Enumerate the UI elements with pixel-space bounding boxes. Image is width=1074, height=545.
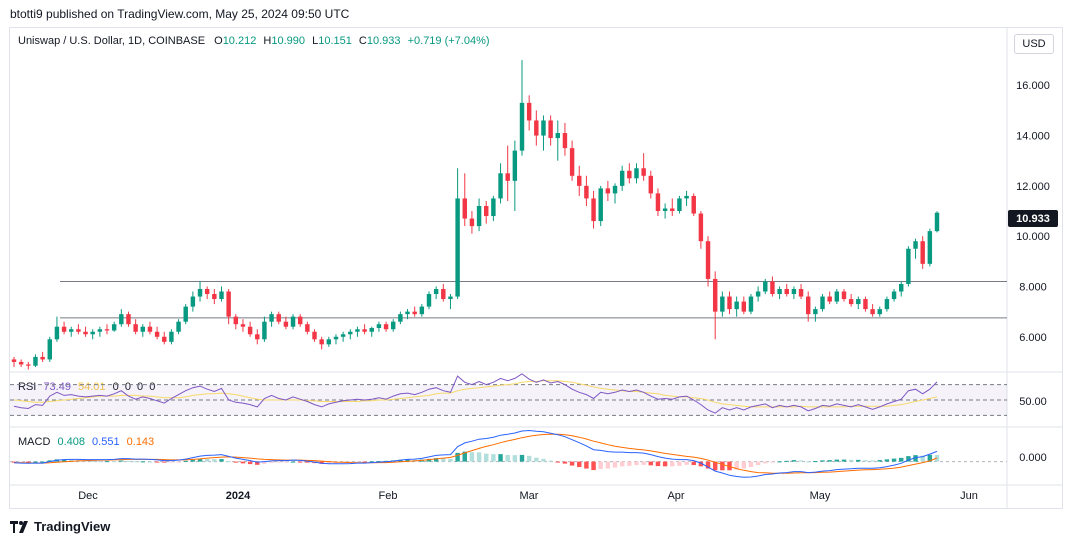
tradingview-brand: TradingView [34, 519, 111, 534]
rsi-ma-value: 54.01 [78, 381, 106, 393]
close-value: 10.933 [366, 35, 401, 47]
macd-signal-value: 0.143 [126, 436, 155, 448]
high-label: H [263, 35, 272, 47]
macd-name[interactable]: MACD [18, 436, 51, 448]
tradingview-logo[interactable]: TradingView [10, 519, 110, 534]
macd-line-value: 0.551 [92, 436, 120, 448]
high-value: 10.990 [271, 35, 306, 47]
macd-legend: MACD 0.408 0.551 0.143 [18, 436, 154, 448]
low-value: 10.151 [318, 35, 352, 47]
currency-button[interactable]: USD [1014, 34, 1054, 54]
published-header: btotti9 published on TradingView.com, Ma… [10, 7, 350, 21]
tradingview-logo-icon [10, 520, 28, 533]
rsi-zeros: 0 0 0 0 [112, 381, 156, 393]
rsi-legend: RSI 73.49 54.01 0 0 0 0 [18, 381, 155, 393]
rsi-value: 73.49 [43, 381, 71, 393]
price-legend: Uniswap / U.S. Dollar, 1D, COINBASE O10.… [18, 35, 490, 47]
chart-frame [9, 27, 1063, 509]
symbol-label[interactable]: Uniswap / U.S. Dollar, 1D, COINBASE [18, 35, 206, 47]
rsi-name[interactable]: RSI [18, 381, 37, 393]
open-value: 10.212 [222, 35, 257, 47]
close-label: C [358, 35, 367, 47]
change-value: +0.719 (+7.04%) [407, 35, 490, 47]
open-label: O [214, 35, 223, 47]
macd-hist-value: 0.408 [57, 436, 85, 448]
low-label: L [312, 35, 319, 47]
